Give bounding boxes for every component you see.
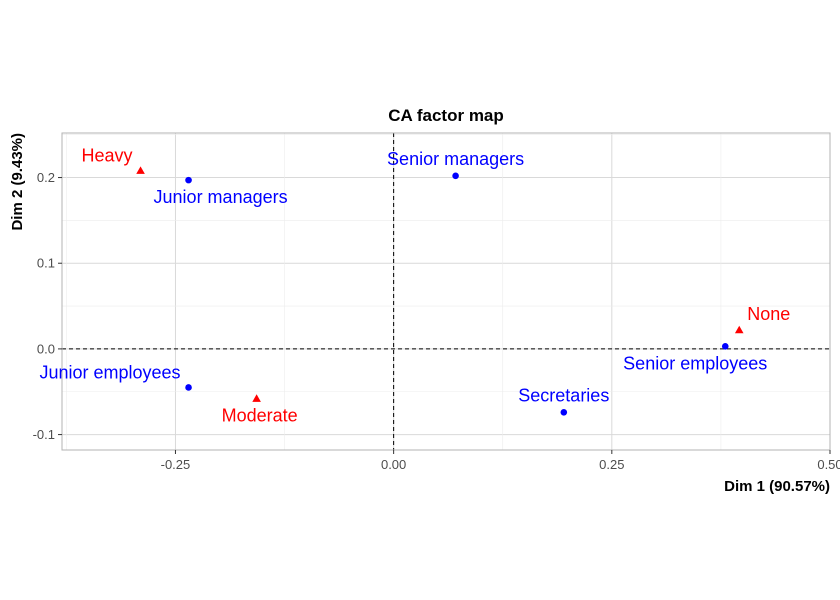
y-tick-label: 0.2 <box>37 170 55 185</box>
plot-panel <box>61 132 831 451</box>
row-point <box>185 176 192 184</box>
x-tick-label: -0.25 <box>161 457 191 472</box>
row-point <box>185 384 192 391</box>
point-labels: Junior managers Senior managers Junior emp… <box>39 146 790 426</box>
point-label: Junior employees <box>39 362 180 382</box>
reference-lines <box>62 133 830 450</box>
x-tick-label: 0.00 <box>381 457 406 472</box>
x-tick-label: 0.25 <box>599 457 624 472</box>
point-label: Heavy <box>82 146 133 166</box>
point-label: None <box>747 304 790 324</box>
y-tick-label: -0.1 <box>33 427 55 442</box>
data-points <box>136 166 744 416</box>
grid-lines <box>62 133 831 450</box>
x-tick-label: 0.50 <box>817 457 840 472</box>
x-axis-title: Dim 1 (90.57%) <box>724 478 830 495</box>
chart-title: CA factor map <box>388 106 504 125</box>
point-label: Moderate <box>222 406 298 426</box>
axis-ticks: -0.25 0.00 0.25 0.50 -0.1 0.0 0.1 0.2 <box>33 170 840 472</box>
y-tick-label: 0.1 <box>37 256 55 271</box>
row-point <box>560 409 568 416</box>
y-axis-title: Dim 2 (9.43%) <box>9 133 26 231</box>
point-label: Senior managers <box>387 149 524 169</box>
column-point <box>252 394 261 402</box>
point-label: Junior managers <box>154 187 288 207</box>
row-point <box>452 172 459 180</box>
point-label: Secretaries <box>518 385 609 405</box>
point-label: Senior employees <box>623 353 767 373</box>
row-point <box>721 343 729 350</box>
column-point <box>136 166 145 174</box>
column-point <box>734 325 744 334</box>
y-tick-label: 0.0 <box>37 341 55 356</box>
